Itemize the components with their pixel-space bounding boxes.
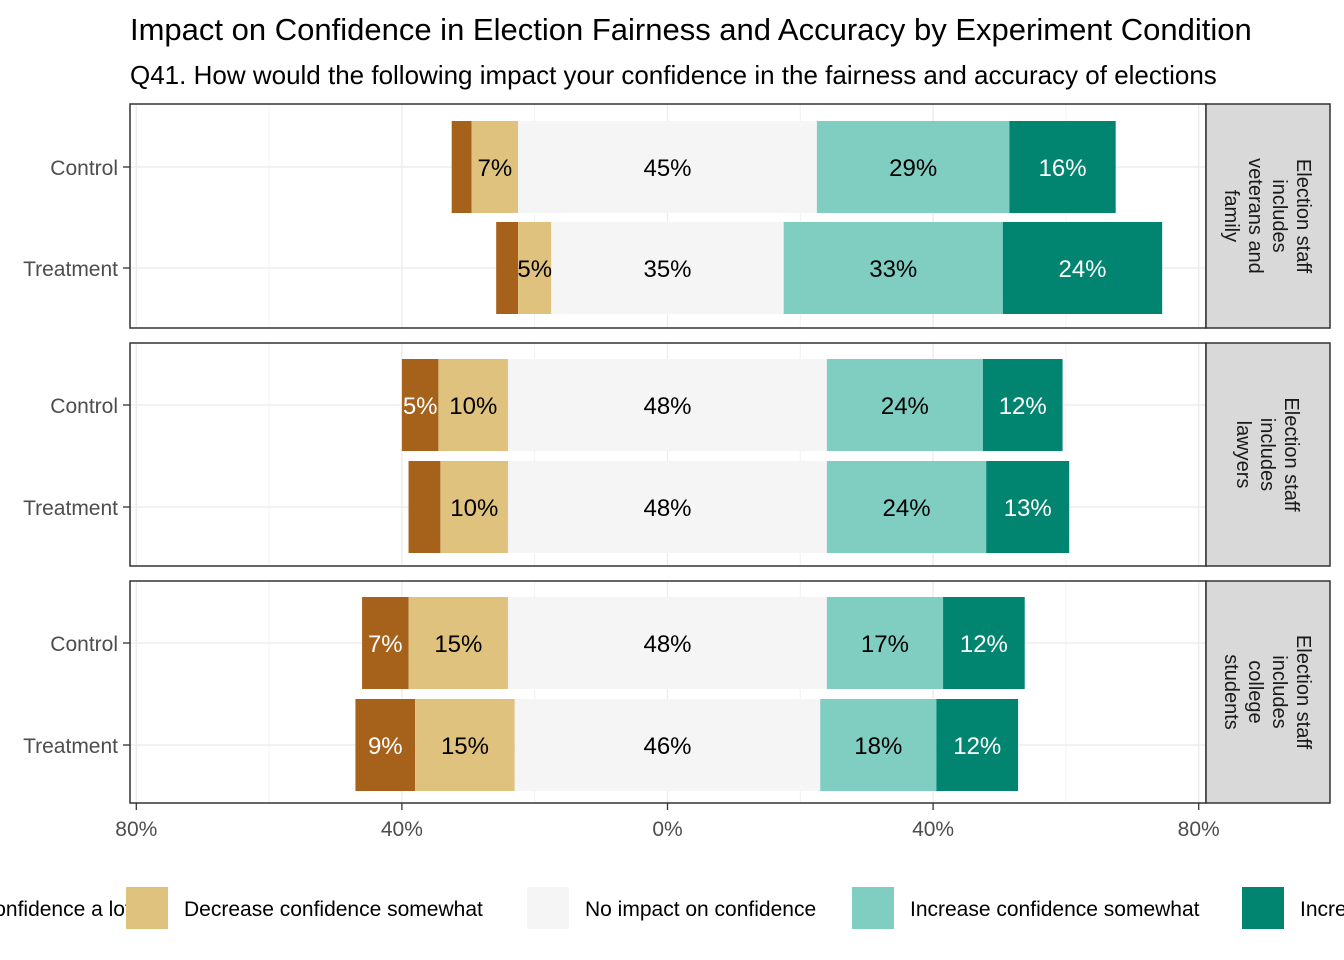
legend-label: No impact on confidence — [585, 898, 816, 921]
segment-label: 13% — [1004, 495, 1052, 522]
y-tick-label: Treatment — [23, 735, 118, 758]
segment-label: 15% — [434, 631, 482, 658]
segment-label: 48% — [643, 631, 691, 658]
x-tick-label: 40% — [912, 818, 954, 841]
facet-strip-label-line: students — [1220, 654, 1242, 730]
segment-label: 5% — [517, 256, 552, 283]
segment-label: 7% — [478, 155, 513, 182]
y-tick-label: Control — [50, 395, 118, 418]
segment-label: 9% — [368, 733, 403, 760]
segment-label: 45% — [643, 155, 691, 182]
segment-label: 24% — [881, 393, 929, 420]
x-tick-label: 40% — [381, 818, 423, 841]
segment-label: 33% — [869, 256, 917, 283]
legend-label: Decrease confidence a lot — [0, 898, 131, 921]
legend-label: Increase confidence somewhat — [910, 898, 1200, 921]
legend-key — [126, 887, 168, 929]
facet-strip-label-line: lawyers — [1232, 421, 1254, 489]
segment-label: 18% — [854, 733, 902, 760]
segment-label: 12% — [960, 631, 1008, 658]
facet-strip-label-line: Election staff — [1292, 635, 1314, 750]
x-tick-label: 80% — [1178, 818, 1220, 841]
y-tick-label: Treatment — [23, 258, 118, 281]
facet-strip-label-line: includes — [1268, 179, 1290, 252]
segment-label: 7% — [368, 631, 403, 658]
facet-strip-label-line: family — [1220, 190, 1242, 242]
segment-label: 48% — [643, 393, 691, 420]
segment-label: 46% — [643, 733, 691, 760]
facet-strip-label-line: Election staff — [1280, 397, 1302, 512]
y-tick-label: Control — [50, 633, 118, 656]
segment-label: 12% — [953, 733, 1001, 760]
facet-strip-label-line: includes — [1256, 418, 1278, 491]
y-tick-label: Control — [50, 157, 118, 180]
segment-label: 24% — [883, 495, 931, 522]
segment-label: 24% — [1058, 256, 1106, 283]
segment-label: 48% — [643, 495, 691, 522]
segment-label: 15% — [441, 733, 489, 760]
y-tick-label: Treatment — [23, 497, 118, 520]
segment-label: 17% — [861, 631, 909, 658]
segment-label: 5% — [403, 393, 438, 420]
segment-label: 29% — [889, 155, 937, 182]
x-tick-label: 80% — [115, 818, 157, 841]
facet-strip-label-line: includes — [1268, 655, 1290, 728]
segment-label: 10% — [450, 495, 498, 522]
segment-label: 12% — [999, 393, 1047, 420]
segment-label: 35% — [643, 256, 691, 283]
bar-segment — [452, 121, 472, 213]
bar-segment — [496, 222, 518, 314]
facet-strip-label-line: college — [1244, 660, 1266, 723]
legend-key — [852, 887, 894, 929]
segment-label: 16% — [1039, 155, 1087, 182]
facet-strip-label-line: Election staff — [1292, 159, 1314, 274]
bar-segment — [409, 461, 441, 553]
legend-key — [527, 887, 569, 929]
x-tick-label: 0% — [652, 818, 682, 841]
legend-label: Increase confidence a lot — [1300, 898, 1344, 921]
facet-strip-label-line: veterans and — [1244, 158, 1266, 274]
legend-label: Decrease confidence somewhat — [184, 898, 483, 921]
segment-label: 10% — [449, 393, 497, 420]
legend-key — [1242, 887, 1284, 929]
